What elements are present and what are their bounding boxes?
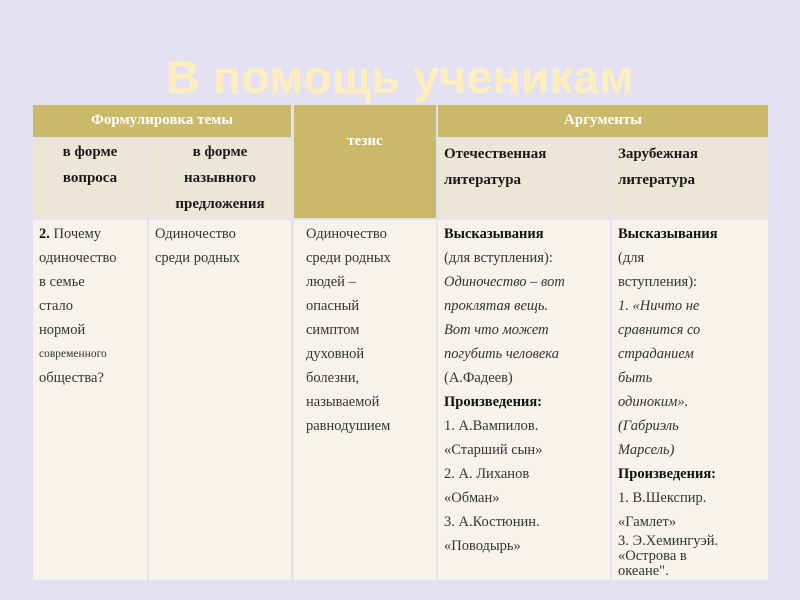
- cell-line: Высказывания: [444, 226, 544, 242]
- cell-line: вступления):: [618, 274, 698, 290]
- header-line: в форме: [192, 144, 248, 160]
- cell-line: Произведения:: [444, 394, 543, 410]
- header-line: в форме: [62, 144, 118, 160]
- cell-line: быть: [618, 370, 653, 386]
- cell-line: океане".: [618, 563, 669, 579]
- cell-line: среди родных: [306, 250, 391, 266]
- header-line: Зарубежная: [618, 146, 698, 162]
- cell-line: (для: [618, 250, 645, 266]
- header-thesis: тезис: [294, 105, 436, 218]
- header-line: Отечественная: [444, 146, 547, 162]
- cell-line: болезни,: [306, 370, 360, 386]
- cell-line: людей –: [306, 274, 356, 290]
- header-question-form: в форме вопроса: [33, 139, 147, 218]
- cell-question: 2. Почему одиночество в семье стало нормой со…: [33, 220, 147, 580]
- cell-line: Высказывания: [618, 226, 718, 242]
- cell-line: «Старший сын»: [444, 442, 543, 458]
- cell-line: Одиночество – вот: [444, 274, 565, 290]
- cell-line: называемой: [306, 394, 380, 410]
- header-arguments: Аргументы: [438, 105, 768, 137]
- cell-line: 1. А.Вампилов.: [444, 418, 539, 434]
- cell-nominative: Одиночество среди родных: [149, 220, 291, 580]
- cell-line: (Габриэль: [618, 418, 679, 434]
- header-domestic: Отечественная литература: [438, 139, 610, 218]
- cell-line: (А.Фадеев): [444, 370, 513, 386]
- cell-line: страданием: [618, 346, 694, 362]
- cell-line: «Острова в: [618, 548, 687, 564]
- cell-line: нормой: [39, 322, 86, 338]
- cell-line: «Обман»: [444, 490, 500, 506]
- cell-line: 1. В.Шекспир.: [618, 490, 707, 506]
- cell-line: 3. А.Костюнин.: [444, 514, 540, 530]
- cell-line: Марсель): [618, 442, 675, 458]
- cell-line: одиночество: [39, 250, 117, 266]
- header-topic: Формулировка темы: [33, 105, 291, 137]
- cell-domestic: Высказывания (для вступления): Одиночество…: [438, 220, 610, 580]
- cell-line: 1. «Ничто не: [618, 298, 700, 314]
- cell-line: (для вступления):: [444, 250, 553, 266]
- header-line: вопроса: [62, 170, 118, 186]
- cell-line: общества?: [39, 370, 104, 386]
- cell-line: современного: [39, 348, 107, 360]
- cell-text: Почему: [49, 226, 102, 242]
- cell-text: 2.: [39, 226, 50, 242]
- cell-thesis: Одиночество среди родных людей – опасный сим…: [294, 220, 436, 580]
- cell-line: равнодушием: [306, 418, 391, 434]
- header-nominative-form: в форме назывного предложения: [149, 139, 291, 218]
- cell-line: проклятая вещь.: [444, 298, 549, 314]
- cell-line: опасный: [306, 298, 360, 314]
- cell-line: Вот что может: [444, 322, 549, 338]
- cell-line: 2. А. Лиханов: [444, 466, 530, 482]
- cell-foreign: Высказывания (для вступления): 1. «Ничто не…: [612, 220, 768, 580]
- cell-line: Произведения:: [618, 466, 717, 482]
- cell-line: погубить человека: [444, 346, 559, 362]
- cell-line: Одиночество: [155, 226, 236, 242]
- cell-line: одиноким».: [618, 394, 689, 410]
- cell-line: среди родных: [155, 250, 240, 266]
- header-line: назывного: [183, 170, 257, 186]
- header-line: литература: [618, 172, 696, 188]
- cell-line: «Поводырь»: [444, 538, 521, 554]
- cell-line: стало: [39, 298, 73, 314]
- cell-line: 2. Почему: [39, 222, 141, 246]
- header-line: предложения: [175, 196, 265, 212]
- cell-line: 3. Э.Хемингуэй.: [618, 533, 719, 549]
- cell-line: «Гамлет»: [618, 514, 677, 530]
- header-foreign: Зарубежная литература: [612, 139, 768, 218]
- cell-line: симптом: [306, 322, 360, 338]
- cell-line: сравнится со: [618, 322, 701, 338]
- header-line: литература: [444, 172, 522, 188]
- slide-title: В помощь ученикам: [166, 51, 634, 103]
- cell-line: в семье: [39, 274, 85, 290]
- cell-line: Одиночество: [306, 226, 387, 242]
- cell-line: духовной: [306, 346, 365, 362]
